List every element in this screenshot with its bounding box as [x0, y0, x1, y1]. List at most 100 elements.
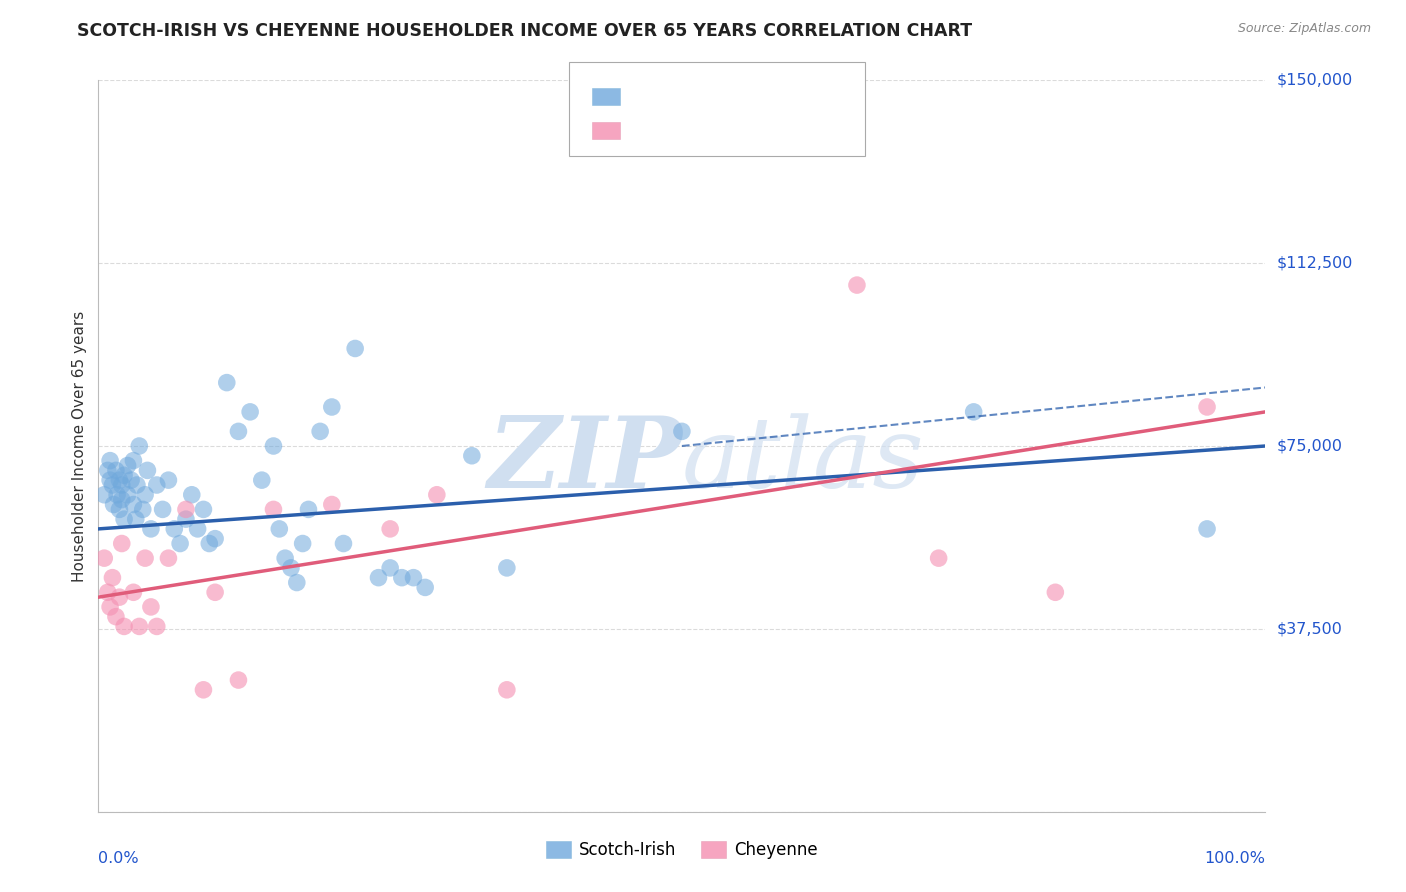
Scotch-Irish	[98, 453, 121, 467]
Scotch-Irish	[125, 512, 148, 526]
Scotch-Irish	[136, 463, 159, 477]
Cheyenne	[111, 536, 134, 550]
Cheyenne	[846, 278, 869, 293]
Scotch-Irish	[120, 473, 142, 487]
Scotch-Irish	[204, 532, 226, 546]
Text: Source: ZipAtlas.com: Source: ZipAtlas.com	[1237, 22, 1371, 36]
Scotch-Irish	[228, 425, 250, 439]
Cheyenne	[134, 551, 156, 566]
Cheyenne	[204, 585, 226, 599]
Scotch-Irish	[1195, 522, 1218, 536]
Scotch-Irish	[112, 468, 135, 483]
Cheyenne	[128, 619, 150, 633]
Text: 100.0%: 100.0%	[1205, 851, 1265, 865]
Cheyenne	[98, 599, 121, 614]
Scotch-Irish	[332, 536, 354, 550]
Scotch-Irish	[101, 478, 124, 492]
Cheyenne	[1045, 585, 1067, 599]
Cheyenne	[108, 590, 131, 604]
Scotch-Irish	[262, 439, 284, 453]
Scotch-Irish	[285, 575, 308, 590]
Scotch-Irish	[117, 488, 139, 502]
Scotch-Irish	[98, 473, 121, 487]
Scotch-Irish	[132, 502, 155, 516]
Scotch-Irish	[274, 551, 297, 566]
Scotch-Irish	[108, 502, 131, 516]
Cheyenne	[101, 571, 124, 585]
Cheyenne	[262, 502, 284, 516]
Scotch-Irish	[187, 522, 209, 536]
Scotch-Irish	[103, 498, 125, 512]
Text: $37,500: $37,500	[1277, 622, 1343, 636]
Scotch-Irish	[391, 571, 413, 585]
Scotch-Irish	[105, 488, 128, 502]
Scotch-Irish	[97, 463, 120, 477]
Scotch-Irish	[344, 342, 367, 356]
Scotch-Irish	[104, 463, 127, 477]
Scotch-Irish	[198, 536, 221, 550]
Scotch-Irish	[297, 502, 319, 516]
Cheyenne	[193, 682, 215, 697]
Scotch-Irish	[269, 522, 291, 536]
Scotch-Irish	[367, 571, 389, 585]
Text: R = 0.290   N = 62: R = 0.290 N = 62	[630, 87, 800, 105]
Scotch-Irish	[215, 376, 238, 390]
Cheyenne	[228, 673, 250, 687]
Cheyenne	[122, 585, 145, 599]
Text: $150,000: $150,000	[1277, 73, 1353, 87]
Scotch-Irish	[250, 473, 273, 487]
Scotch-Irish	[291, 536, 314, 550]
Scotch-Irish	[111, 492, 134, 507]
Cheyenne	[93, 551, 115, 566]
Scotch-Irish	[174, 512, 197, 526]
Scotch-Irish	[112, 512, 135, 526]
Scotch-Irish	[108, 473, 131, 487]
Scotch-Irish	[117, 458, 139, 473]
Scotch-Irish	[496, 561, 519, 575]
Scotch-Irish	[309, 425, 332, 439]
Scotch-Irish	[152, 502, 174, 516]
Text: ZIP: ZIP	[486, 412, 682, 508]
Cheyenne	[97, 585, 120, 599]
Text: $75,000: $75,000	[1277, 439, 1343, 453]
Text: R = 0.437   N = 27: R = 0.437 N = 27	[630, 121, 800, 139]
Scotch-Irish	[962, 405, 984, 419]
Cheyenne	[112, 619, 135, 633]
Cheyenne	[157, 551, 180, 566]
Cheyenne	[496, 682, 519, 697]
Scotch-Irish	[139, 522, 162, 536]
Scotch-Irish	[402, 571, 425, 585]
Scotch-Irish	[93, 488, 115, 502]
Scotch-Irish	[461, 449, 484, 463]
Cheyenne	[928, 551, 950, 566]
Text: SCOTCH-IRISH VS CHEYENNE HOUSEHOLDER INCOME OVER 65 YEARS CORRELATION CHART: SCOTCH-IRISH VS CHEYENNE HOUSEHOLDER INC…	[77, 22, 973, 40]
Scotch-Irish	[163, 522, 186, 536]
Scotch-Irish	[122, 498, 145, 512]
Scotch-Irish	[128, 439, 150, 453]
Scotch-Irish	[380, 561, 402, 575]
Legend: Scotch-Irish, Cheyenne: Scotch-Irish, Cheyenne	[538, 834, 825, 865]
Scotch-Irish	[180, 488, 202, 502]
Cheyenne	[104, 609, 127, 624]
Text: 0.0%: 0.0%	[98, 851, 139, 865]
Cheyenne	[174, 502, 197, 516]
Scotch-Irish	[280, 561, 302, 575]
Scotch-Irish	[111, 478, 134, 492]
Scotch-Irish	[122, 453, 145, 467]
Cheyenne	[1195, 400, 1218, 414]
Cheyenne	[426, 488, 449, 502]
Scotch-Irish	[169, 536, 191, 550]
Cheyenne	[139, 599, 162, 614]
Y-axis label: Householder Income Over 65 years: Householder Income Over 65 years	[72, 310, 87, 582]
Scotch-Irish	[146, 478, 169, 492]
Scotch-Irish	[413, 581, 436, 595]
Cheyenne	[380, 522, 402, 536]
Cheyenne	[146, 619, 169, 633]
Scotch-Irish	[134, 488, 156, 502]
Scotch-Irish	[239, 405, 262, 419]
Scotch-Irish	[125, 478, 148, 492]
Scotch-Irish	[671, 425, 693, 439]
Scotch-Irish	[157, 473, 180, 487]
Text: $112,500: $112,500	[1277, 256, 1353, 270]
Text: atlas: atlas	[682, 413, 925, 508]
